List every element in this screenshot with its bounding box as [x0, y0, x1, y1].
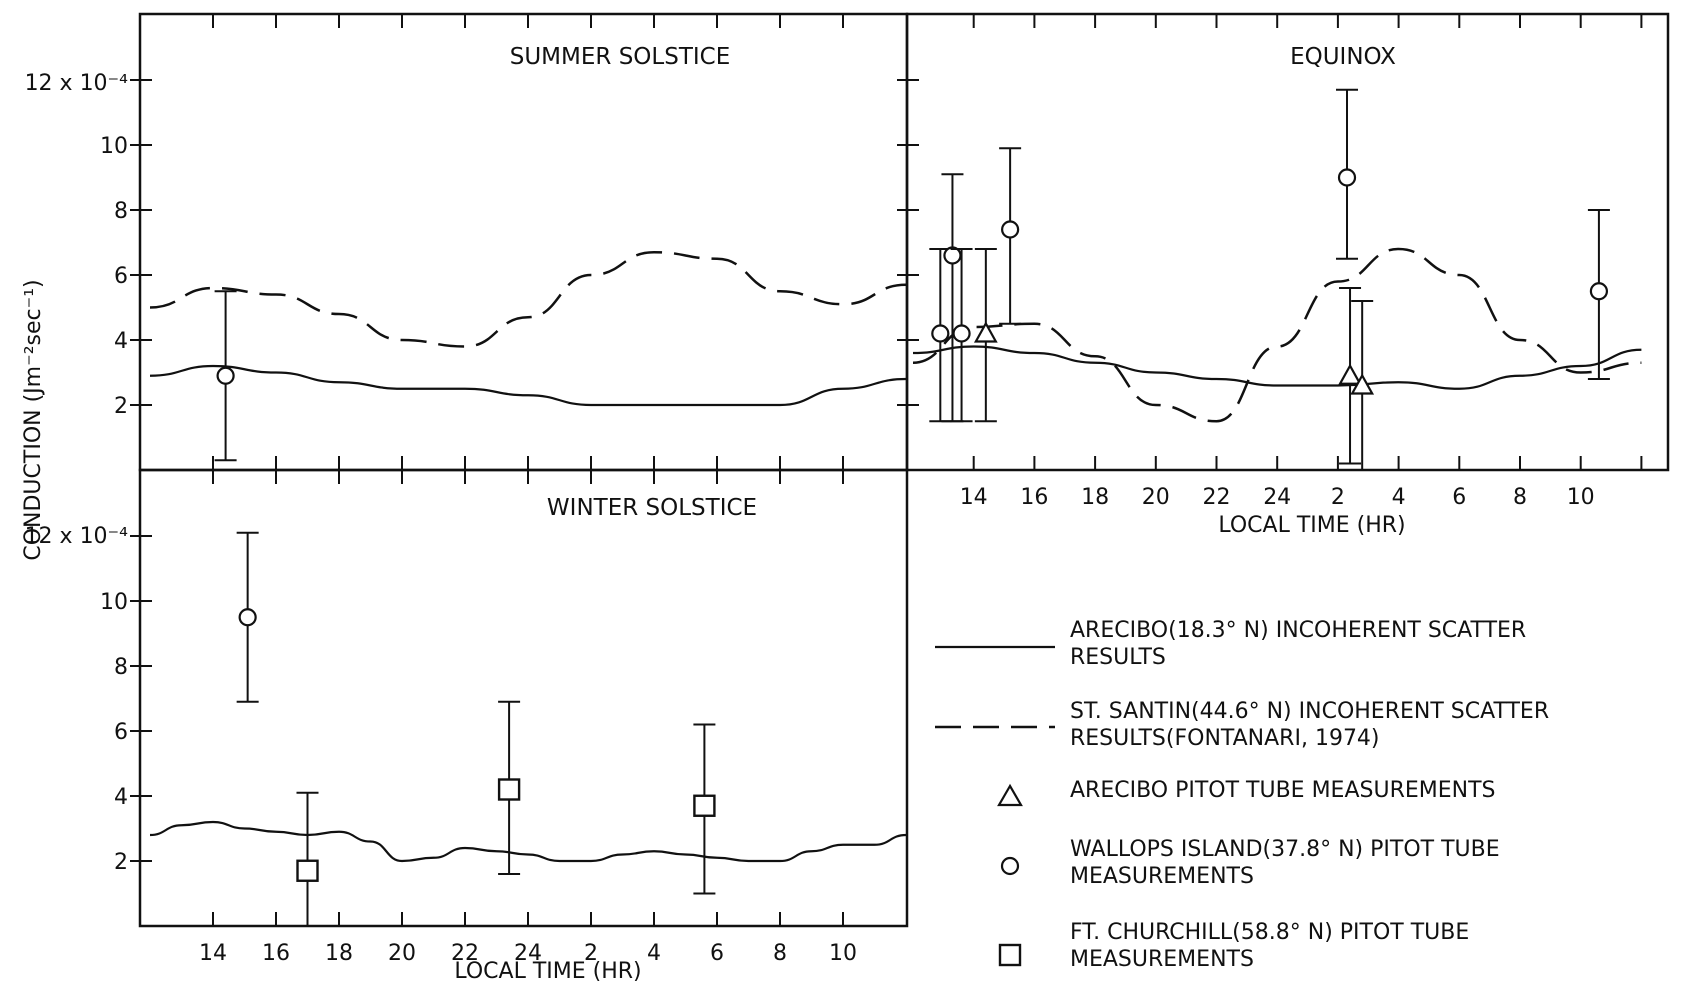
equinox-y-ticks — [897, 79, 919, 406]
equinox-x-tick-label: 22 — [1203, 485, 1231, 510]
winter-frame — [138, 468, 909, 928]
equinox-frame — [905, 12, 1670, 472]
winter-bottom-ticks — [212, 912, 844, 926]
winter-y-ticks — [130, 535, 152, 862]
wallops-island-point — [943, 246, 962, 265]
equinox-x-tick-label: 8 — [1513, 485, 1527, 510]
legend-entry-text: MEASUREMENTS — [1070, 947, 1254, 972]
equinox-series — [912, 88, 1642, 471]
ft-churchill-point — [296, 859, 319, 882]
winter-y-tick-label: 10 — [100, 590, 128, 615]
legend-entry-text: MEASUREMENTS — [1070, 864, 1254, 889]
summer-y-tick-label: 2 — [114, 394, 128, 419]
legend-entry-text: ARECIBO PITOT TUBE MEASUREMENTS — [1070, 778, 1496, 803]
equinox-bottom-ticks — [972, 456, 1643, 470]
equinox-x-tick-label: 14 — [960, 485, 988, 510]
equinox-x-tick-label: 24 — [1263, 485, 1291, 510]
summer-arecibo-incoherent-line — [149, 364, 907, 407]
winter-x-tick-label: 22 — [451, 941, 479, 966]
winter-x-tick-label: 14 — [199, 941, 227, 966]
winter-x-tick-label: 10 — [829, 941, 857, 966]
wallops-island-point — [1337, 168, 1357, 187]
summer-panel: SUMMER SOLSTICE 12 x 10⁻⁴ 2 4 6 8 10 — [25, 12, 909, 472]
winter-y-units-text: 12 x 10⁻⁴ — [25, 524, 129, 549]
summer-y-units-label: 12 x 10⁻⁴ — [25, 71, 129, 96]
summer-y-tick-label: 8 — [114, 199, 128, 224]
equinox-x-tick-label: 18 — [1081, 485, 1109, 510]
winter-y-tick-label: 4 — [114, 785, 128, 810]
legend-entry-text: RESULTS — [1070, 645, 1166, 670]
equinox-x-tick-labels: 14 16 18 20 22 24 2 4 6 8 10 — [960, 485, 1595, 510]
summer-top-ticks — [212, 14, 844, 28]
summer-y-tick-label: 6 — [114, 264, 128, 289]
summer-y-tick-label: 10 — [100, 134, 128, 159]
legend: ARECIBO(18.3° N) INCOHERENT SCATTERRESUL… — [935, 618, 1549, 972]
wallops-island-point — [1589, 282, 1609, 301]
equinox-panel: EQUINOX 14 16 18 20 22 24 2 4 6 8 10 LOCAL TIME (H… — [897, 12, 1670, 538]
summer-st-santin-incoherent-line — [149, 250, 907, 348]
legend-entry-text: FT. CHURCHILL(58.8° N) PITOT TUBE — [1070, 920, 1469, 945]
ft-churchill-point — [497, 778, 521, 801]
wallops-island-point — [1001, 220, 1020, 239]
wallops-island-point — [952, 324, 971, 343]
equinox-arecibo-incoherent-line — [912, 345, 1642, 390]
equinox-top-ticks — [972, 14, 1643, 28]
winter-x-tick-label: 16 — [262, 941, 290, 966]
legend-entry-text: WALLOPS ISLAND(37.8° N) PITOT TUBE — [1070, 837, 1500, 862]
equinox-x-tick-label: 10 — [1567, 485, 1595, 510]
winter-top-ticks — [212, 470, 844, 484]
legend-triangle-icon — [997, 783, 1023, 807]
summer-frame — [138, 12, 909, 472]
equinox-x-tick-label: 20 — [1142, 485, 1170, 510]
legend-entry-text: RESULTS(FONTANARI, 1974) — [1070, 726, 1380, 751]
winter-series — [149, 531, 907, 927]
wallops-island-point — [238, 608, 257, 627]
arecibo-pitot-point — [973, 321, 998, 343]
legend-circle-icon — [1000, 856, 1020, 876]
winter-x-tick-label: 20 — [388, 941, 416, 966]
equinox-x-tick-label: 6 — [1452, 485, 1466, 510]
legend-entry-text: ARECIBO(18.3° N) INCOHERENT SCATTER — [1070, 618, 1526, 643]
winter-panel-title: WINTER SOLSTICE — [547, 495, 757, 521]
winter-arecibo-incoherent-line — [149, 820, 907, 863]
wallops-island-point — [931, 324, 950, 343]
legend-entry-text: ST. SANTIN(44.6° N) INCOHERENT SCATTER — [1070, 699, 1549, 724]
summer-bottom-ticks — [212, 456, 844, 470]
summer-panel-title: SUMMER SOLSTICE — [510, 44, 731, 70]
equinox-x-tick-label: 16 — [1020, 485, 1048, 510]
winter-y-tick-label: 8 — [114, 655, 128, 680]
winter-x-axis-label: LOCAL TIME (HR) — [454, 959, 641, 984]
equinox-st-santin-incoherent-line — [912, 247, 1642, 423]
ft-churchill-point — [693, 794, 716, 817]
winter-x-tick-label: 6 — [710, 941, 724, 966]
winter-x-tick-label: 2 — [584, 941, 598, 966]
legend-square-icon — [998, 943, 1022, 967]
summer-y-tick-labels: 2 4 6 8 10 — [100, 134, 128, 419]
equinox-x-axis-label: LOCAL TIME (HR) — [1218, 513, 1405, 538]
arecibo-pitot-point — [1338, 363, 1362, 385]
equinox-x-tick-label: 4 — [1392, 485, 1406, 510]
winter-x-tick-label: 18 — [325, 941, 353, 966]
y-axis-label: CONDUCTION (Jm⁻²sec⁻¹) — [21, 279, 46, 560]
equinox-panel-title: EQUINOX — [1290, 44, 1396, 70]
winter-y-tick-labels: 2 4 6 8 10 — [100, 590, 128, 875]
winter-y-tick-label: 2 — [114, 850, 128, 875]
summer-series — [149, 250, 907, 462]
wallops-island-point — [216, 366, 235, 385]
winter-y-tick-label: 6 — [114, 720, 128, 745]
winter-x-tick-label: 24 — [514, 941, 542, 966]
summer-y-ticks — [130, 79, 152, 406]
arecibo-pitot-point — [1350, 373, 1375, 395]
equinox-x-tick-label: 2 — [1331, 485, 1345, 510]
summer-y-units-text: 12 x 10⁻⁴ — [25, 71, 129, 96]
winter-x-tick-labels: 14 16 18 20 22 24 2 4 6 8 10 — [199, 941, 857, 966]
summer-y-tick-label: 4 — [114, 329, 128, 354]
winter-x-tick-label: 4 — [647, 941, 661, 966]
winter-x-tick-label: 8 — [773, 941, 787, 966]
